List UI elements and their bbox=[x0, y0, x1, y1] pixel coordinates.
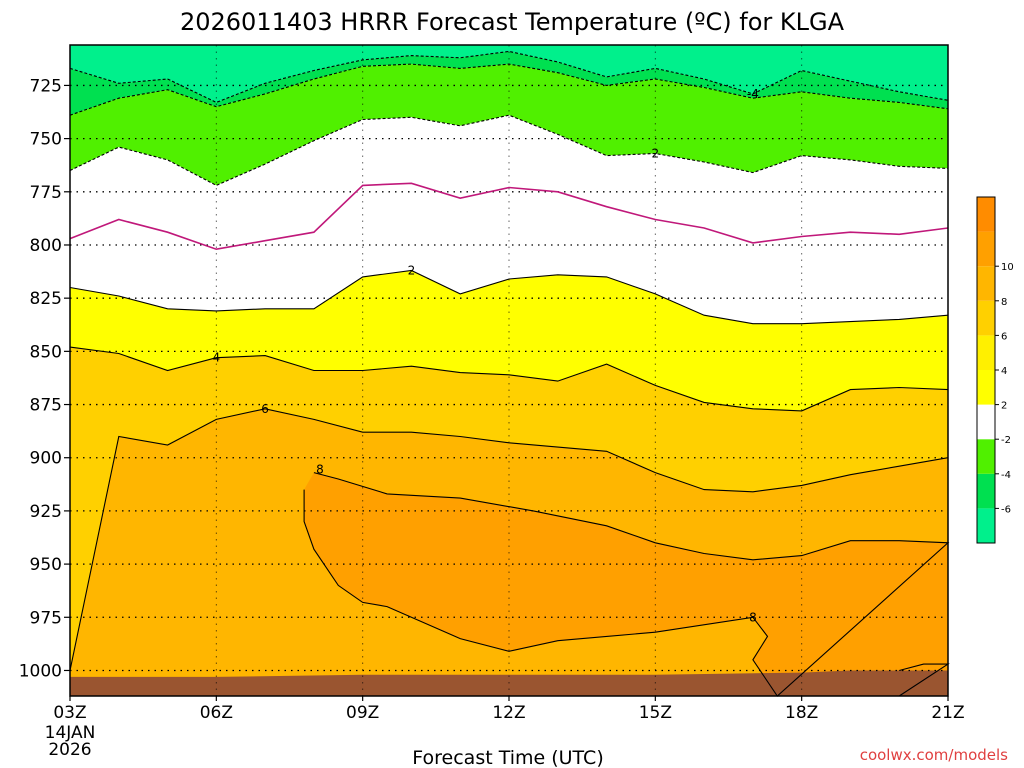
colorbar-tick-label: 4 bbox=[1001, 366, 1007, 377]
x-tick-label: 06Z bbox=[200, 703, 233, 723]
x-tick-label: 18Z bbox=[785, 703, 818, 723]
contour-label: 2 bbox=[652, 147, 660, 161]
colorbar-segment bbox=[977, 300, 995, 336]
temperature-band bbox=[70, 64, 948, 186]
x-tick-label: 12Z bbox=[492, 703, 525, 723]
colorbar-segment bbox=[977, 370, 995, 405]
x-tick-label: 15Z bbox=[639, 703, 672, 723]
contour-label: -4 bbox=[747, 87, 759, 101]
y-tick-label: 750 bbox=[30, 130, 62, 150]
colorbar-segment bbox=[977, 231, 995, 267]
colorbar-segment bbox=[977, 508, 995, 543]
contour-label: 8 bbox=[316, 463, 324, 477]
colorbar-tick-label: 2 bbox=[1001, 401, 1007, 412]
colorbar-segment bbox=[977, 439, 995, 474]
axes: 725 750 775 800 825 850 875 900 925 950 975 1000 03Z… bbox=[19, 44, 965, 723]
temperature-band bbox=[70, 45, 948, 103]
colorbar: -6 -4 -2 2 4 6 8 10 bbox=[976, 196, 1014, 544]
colorbar-tick-label: -4 bbox=[1001, 470, 1011, 481]
credit-text: coolwx.com/models bbox=[860, 746, 1008, 764]
x-tick-label: 09Z bbox=[346, 703, 379, 723]
colorbar-segment bbox=[977, 335, 995, 370]
date-label-day: 14JAN bbox=[45, 723, 96, 743]
temperature-band-8c bbox=[304, 472, 949, 696]
contour-line bbox=[69, 63, 949, 116]
colorbar-tick-label: 8 bbox=[1001, 297, 1007, 308]
contour-line bbox=[69, 346, 949, 412]
y-tick-label: 975 bbox=[30, 608, 62, 628]
contour-label: 6 bbox=[261, 402, 269, 416]
x-tick-label: 03Z bbox=[53, 703, 86, 723]
colorbar-segment bbox=[977, 197, 995, 232]
y-tick-label: 850 bbox=[30, 342, 62, 362]
y-tick-label: 725 bbox=[30, 76, 62, 96]
temperature-band bbox=[70, 270, 948, 411]
temperature-band bbox=[70, 347, 948, 671]
contour-line-8c bbox=[898, 663, 950, 697]
contour-line bbox=[69, 408, 949, 671]
contour-line bbox=[69, 269, 949, 325]
date-label-year: 2026 bbox=[48, 740, 91, 760]
y-tick-label: 800 bbox=[30, 236, 62, 256]
contour-labels: -4 2 2 4 6 8 8 bbox=[213, 87, 759, 624]
colorbar-segment bbox=[977, 473, 995, 509]
colorbar-tick-label: -6 bbox=[1001, 504, 1011, 515]
chart-title: 2026011403 HRRR Forecast Temperature (ºC… bbox=[180, 8, 845, 36]
contour-label: 2 bbox=[408, 264, 416, 278]
contour-line bbox=[69, 182, 949, 251]
colorbar-segment bbox=[977, 404, 995, 440]
y-tick-label: 825 bbox=[30, 289, 62, 309]
colorbar-tick-label: 6 bbox=[1001, 331, 1007, 342]
y-tick-label: 875 bbox=[30, 396, 62, 416]
colorbar-segment bbox=[977, 266, 995, 301]
colorbar-tick-label: 10 bbox=[1001, 262, 1014, 273]
y-tick-label: 950 bbox=[30, 555, 62, 575]
x-tick-label: 21Z bbox=[931, 703, 964, 723]
colorbar-tick-label: -2 bbox=[1001, 435, 1011, 446]
y-tick-label: 900 bbox=[30, 449, 62, 469]
y-tick-label: 775 bbox=[30, 183, 62, 203]
y-tick-label: 1000 bbox=[19, 661, 62, 681]
contour-lines bbox=[69, 50, 950, 697]
contour-label: 4 bbox=[213, 351, 221, 365]
y-tick-label: 925 bbox=[30, 502, 62, 522]
contour-label: 8 bbox=[749, 610, 757, 624]
x-axis-label: Forecast Time (UTC) bbox=[412, 747, 603, 768]
